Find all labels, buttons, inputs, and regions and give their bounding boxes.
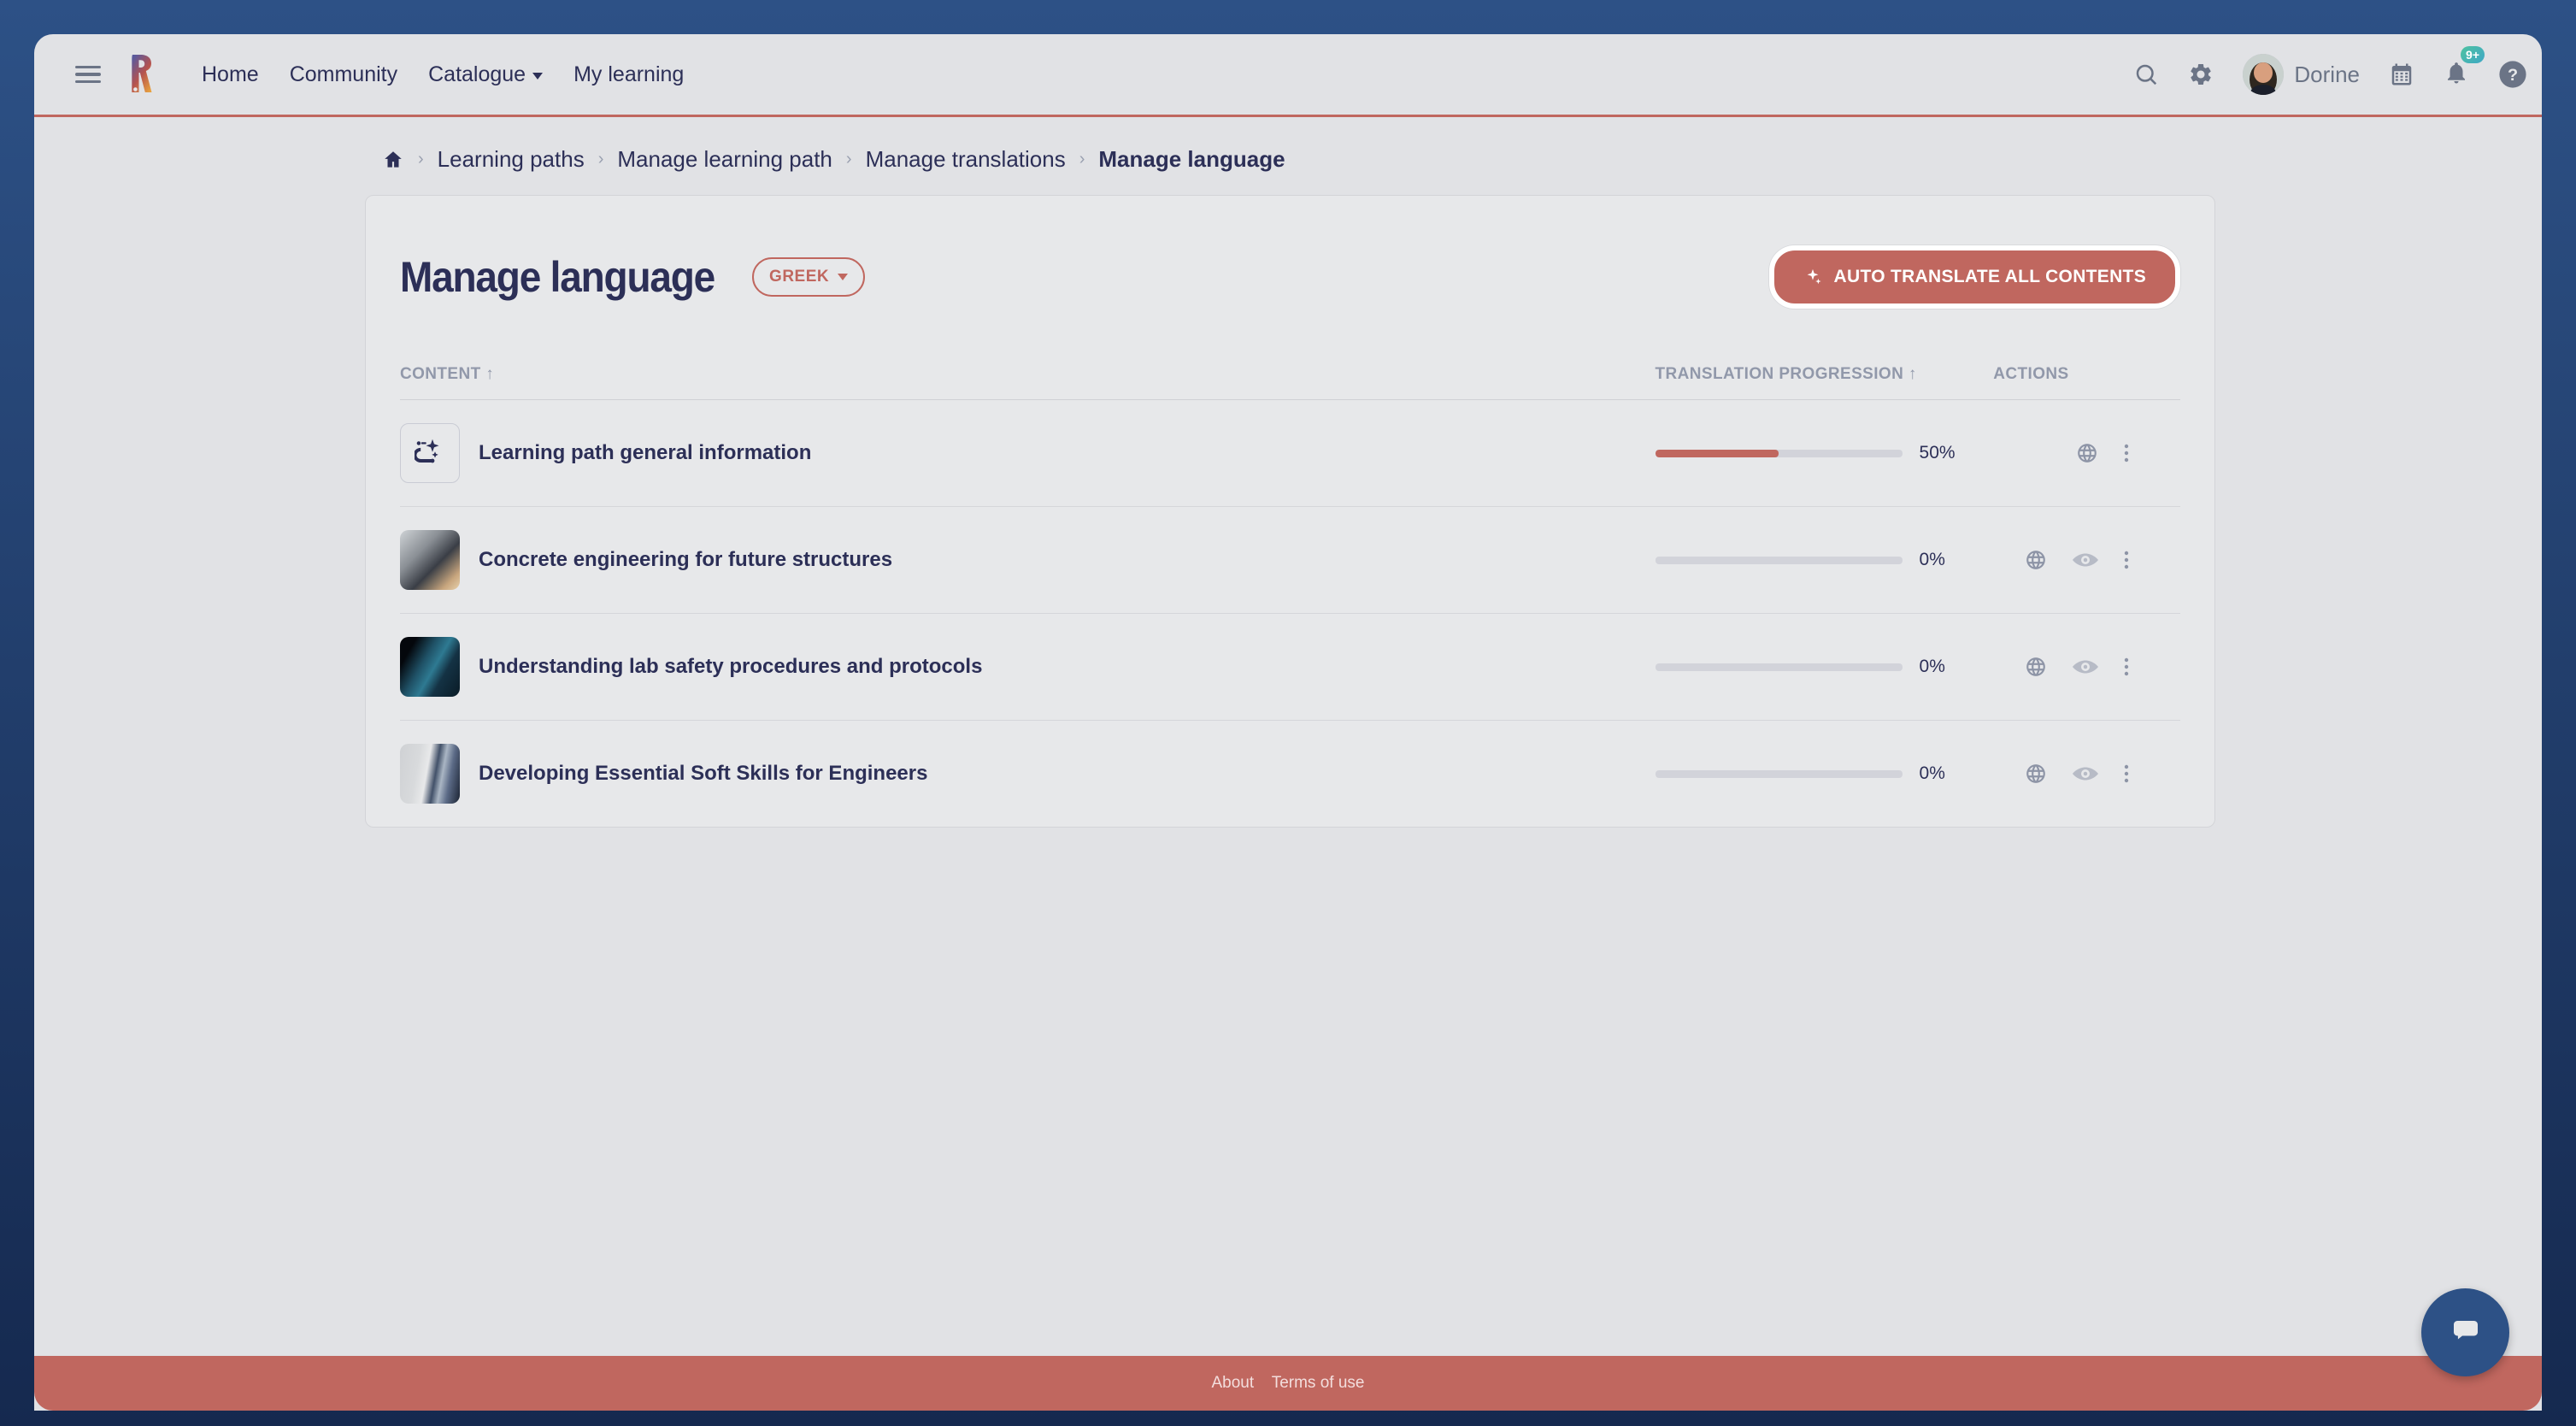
svg-text:?: ? [2508,66,2518,85]
